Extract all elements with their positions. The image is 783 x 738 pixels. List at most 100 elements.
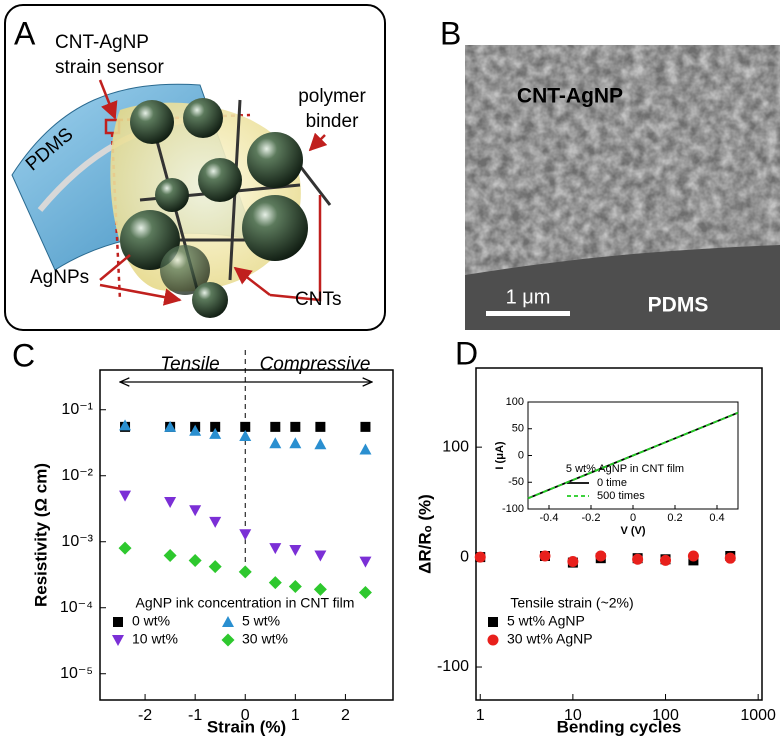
marker bbox=[240, 421, 251, 432]
x-tick-label: -2 bbox=[138, 707, 152, 724]
x-tick-label: 1 bbox=[476, 707, 485, 724]
agnp bbox=[247, 132, 303, 188]
panel-label: B bbox=[440, 15, 461, 51]
panel-label: A bbox=[14, 15, 36, 51]
y-tick-label: 10⁻⁵ bbox=[60, 665, 93, 682]
x-tick-label: -0.4 bbox=[540, 512, 559, 524]
sensor-label: strain sensor bbox=[55, 57, 164, 78]
legend-swatch bbox=[488, 617, 498, 627]
x-tick-label: 0 bbox=[241, 707, 250, 724]
marker bbox=[314, 550, 327, 562]
panel-a: A CNT-AgNP strain sensor PDMS polymer bi… bbox=[4, 4, 386, 331]
legend-label: 5 wt% AgNP bbox=[507, 613, 585, 629]
scale-bar bbox=[486, 311, 570, 316]
marker bbox=[238, 565, 252, 579]
legend-title: AgNP ink concentration in CNT film bbox=[136, 595, 355, 611]
x-tick-label: 0 bbox=[630, 512, 636, 524]
annotation: Tensile bbox=[160, 354, 220, 375]
marker bbox=[119, 419, 132, 431]
y-tick-label: 10⁻¹ bbox=[61, 401, 93, 418]
binder-label: binder bbox=[306, 111, 359, 132]
legend-swatch bbox=[112, 635, 124, 646]
marker bbox=[288, 579, 302, 593]
panel-label: D bbox=[455, 335, 478, 371]
y-tick-label: 10⁻⁴ bbox=[60, 599, 93, 616]
x-tick-label: 10 bbox=[564, 707, 582, 724]
x-axis-label: Bending cycles bbox=[557, 717, 682, 736]
marker bbox=[268, 576, 282, 590]
legend-swatch bbox=[113, 617, 123, 627]
arrow bbox=[99, 254, 180, 300]
marker bbox=[660, 554, 672, 566]
marker bbox=[289, 544, 302, 556]
y-tick-label: 100 bbox=[506, 396, 524, 408]
agnp bbox=[130, 100, 174, 144]
agnp bbox=[192, 282, 228, 318]
legend-title: Tensile strain (~2%) bbox=[510, 595, 633, 611]
y-tick-label: 100 bbox=[442, 438, 469, 455]
panel-b: B CNT-AgNP 1 μm PDMS bbox=[440, 15, 780, 330]
marker bbox=[313, 582, 327, 596]
x-tick-label: 100 bbox=[652, 707, 679, 724]
sensor-label: CNT-AgNP bbox=[55, 32, 149, 53]
x-tick-label: 1 bbox=[291, 707, 300, 724]
y-tick-label: 50 bbox=[512, 423, 524, 435]
y-tick-label: -100 bbox=[502, 503, 524, 515]
arrow bbox=[308, 132, 328, 152]
marker bbox=[270, 421, 281, 432]
legend-swatch bbox=[221, 633, 235, 647]
y-axis-label: Resistivity (Ω cm) bbox=[31, 463, 50, 607]
y-axis-label: I (μA) bbox=[494, 441, 506, 469]
marker bbox=[210, 421, 221, 432]
marker bbox=[208, 560, 222, 574]
y-tick-label: 10⁻³ bbox=[61, 533, 93, 550]
binder-label: polymer bbox=[298, 86, 366, 107]
marker bbox=[209, 516, 222, 528]
marker bbox=[539, 550, 551, 562]
legend-swatch bbox=[222, 616, 234, 627]
x-axis-label: V (V) bbox=[620, 525, 645, 537]
legend-label: 30 wt% bbox=[242, 631, 288, 647]
particles-label: AgNPs bbox=[30, 267, 89, 288]
y-tick-label: 0 bbox=[460, 548, 469, 565]
marker bbox=[359, 556, 372, 568]
arrow bbox=[235, 195, 322, 302]
marker bbox=[189, 505, 202, 517]
y-tick-label: 10⁻² bbox=[61, 467, 93, 484]
marker bbox=[209, 427, 222, 439]
agnp bbox=[198, 158, 242, 202]
marker bbox=[289, 437, 302, 449]
marker bbox=[474, 551, 486, 563]
marker bbox=[239, 529, 252, 541]
marker bbox=[358, 586, 372, 600]
sem-texture bbox=[465, 45, 780, 275]
legend-label: 10 wt% bbox=[132, 631, 178, 647]
tubes-label: CNTs bbox=[295, 289, 341, 310]
legend-label: 500 times bbox=[597, 490, 645, 502]
x-tick-label: 2 bbox=[341, 707, 350, 724]
marker bbox=[567, 555, 579, 567]
annotation: Compressive bbox=[260, 354, 371, 375]
x-axis-label: Strain (%) bbox=[207, 717, 286, 736]
marker bbox=[314, 438, 327, 450]
marker bbox=[119, 490, 132, 502]
legend-title: 5 wt% AgNP in CNT film bbox=[566, 463, 684, 475]
legend-label: 5 wt% bbox=[242, 613, 280, 629]
marker bbox=[239, 430, 252, 441]
marker bbox=[359, 443, 372, 455]
x-tick-label: 0.4 bbox=[709, 512, 724, 524]
sem-substrate bbox=[465, 245, 780, 330]
marker bbox=[269, 437, 282, 449]
marker bbox=[687, 550, 699, 562]
marker bbox=[269, 543, 282, 555]
arrow bbox=[98, 79, 118, 120]
substrate-label: PDMS bbox=[648, 294, 709, 317]
panel-label: C bbox=[12, 337, 35, 373]
marker bbox=[595, 550, 607, 562]
marker bbox=[724, 552, 736, 564]
marker bbox=[164, 420, 177, 432]
agnp bbox=[183, 98, 223, 138]
x-tick-label: 1000 bbox=[740, 707, 776, 724]
marker bbox=[118, 541, 132, 555]
